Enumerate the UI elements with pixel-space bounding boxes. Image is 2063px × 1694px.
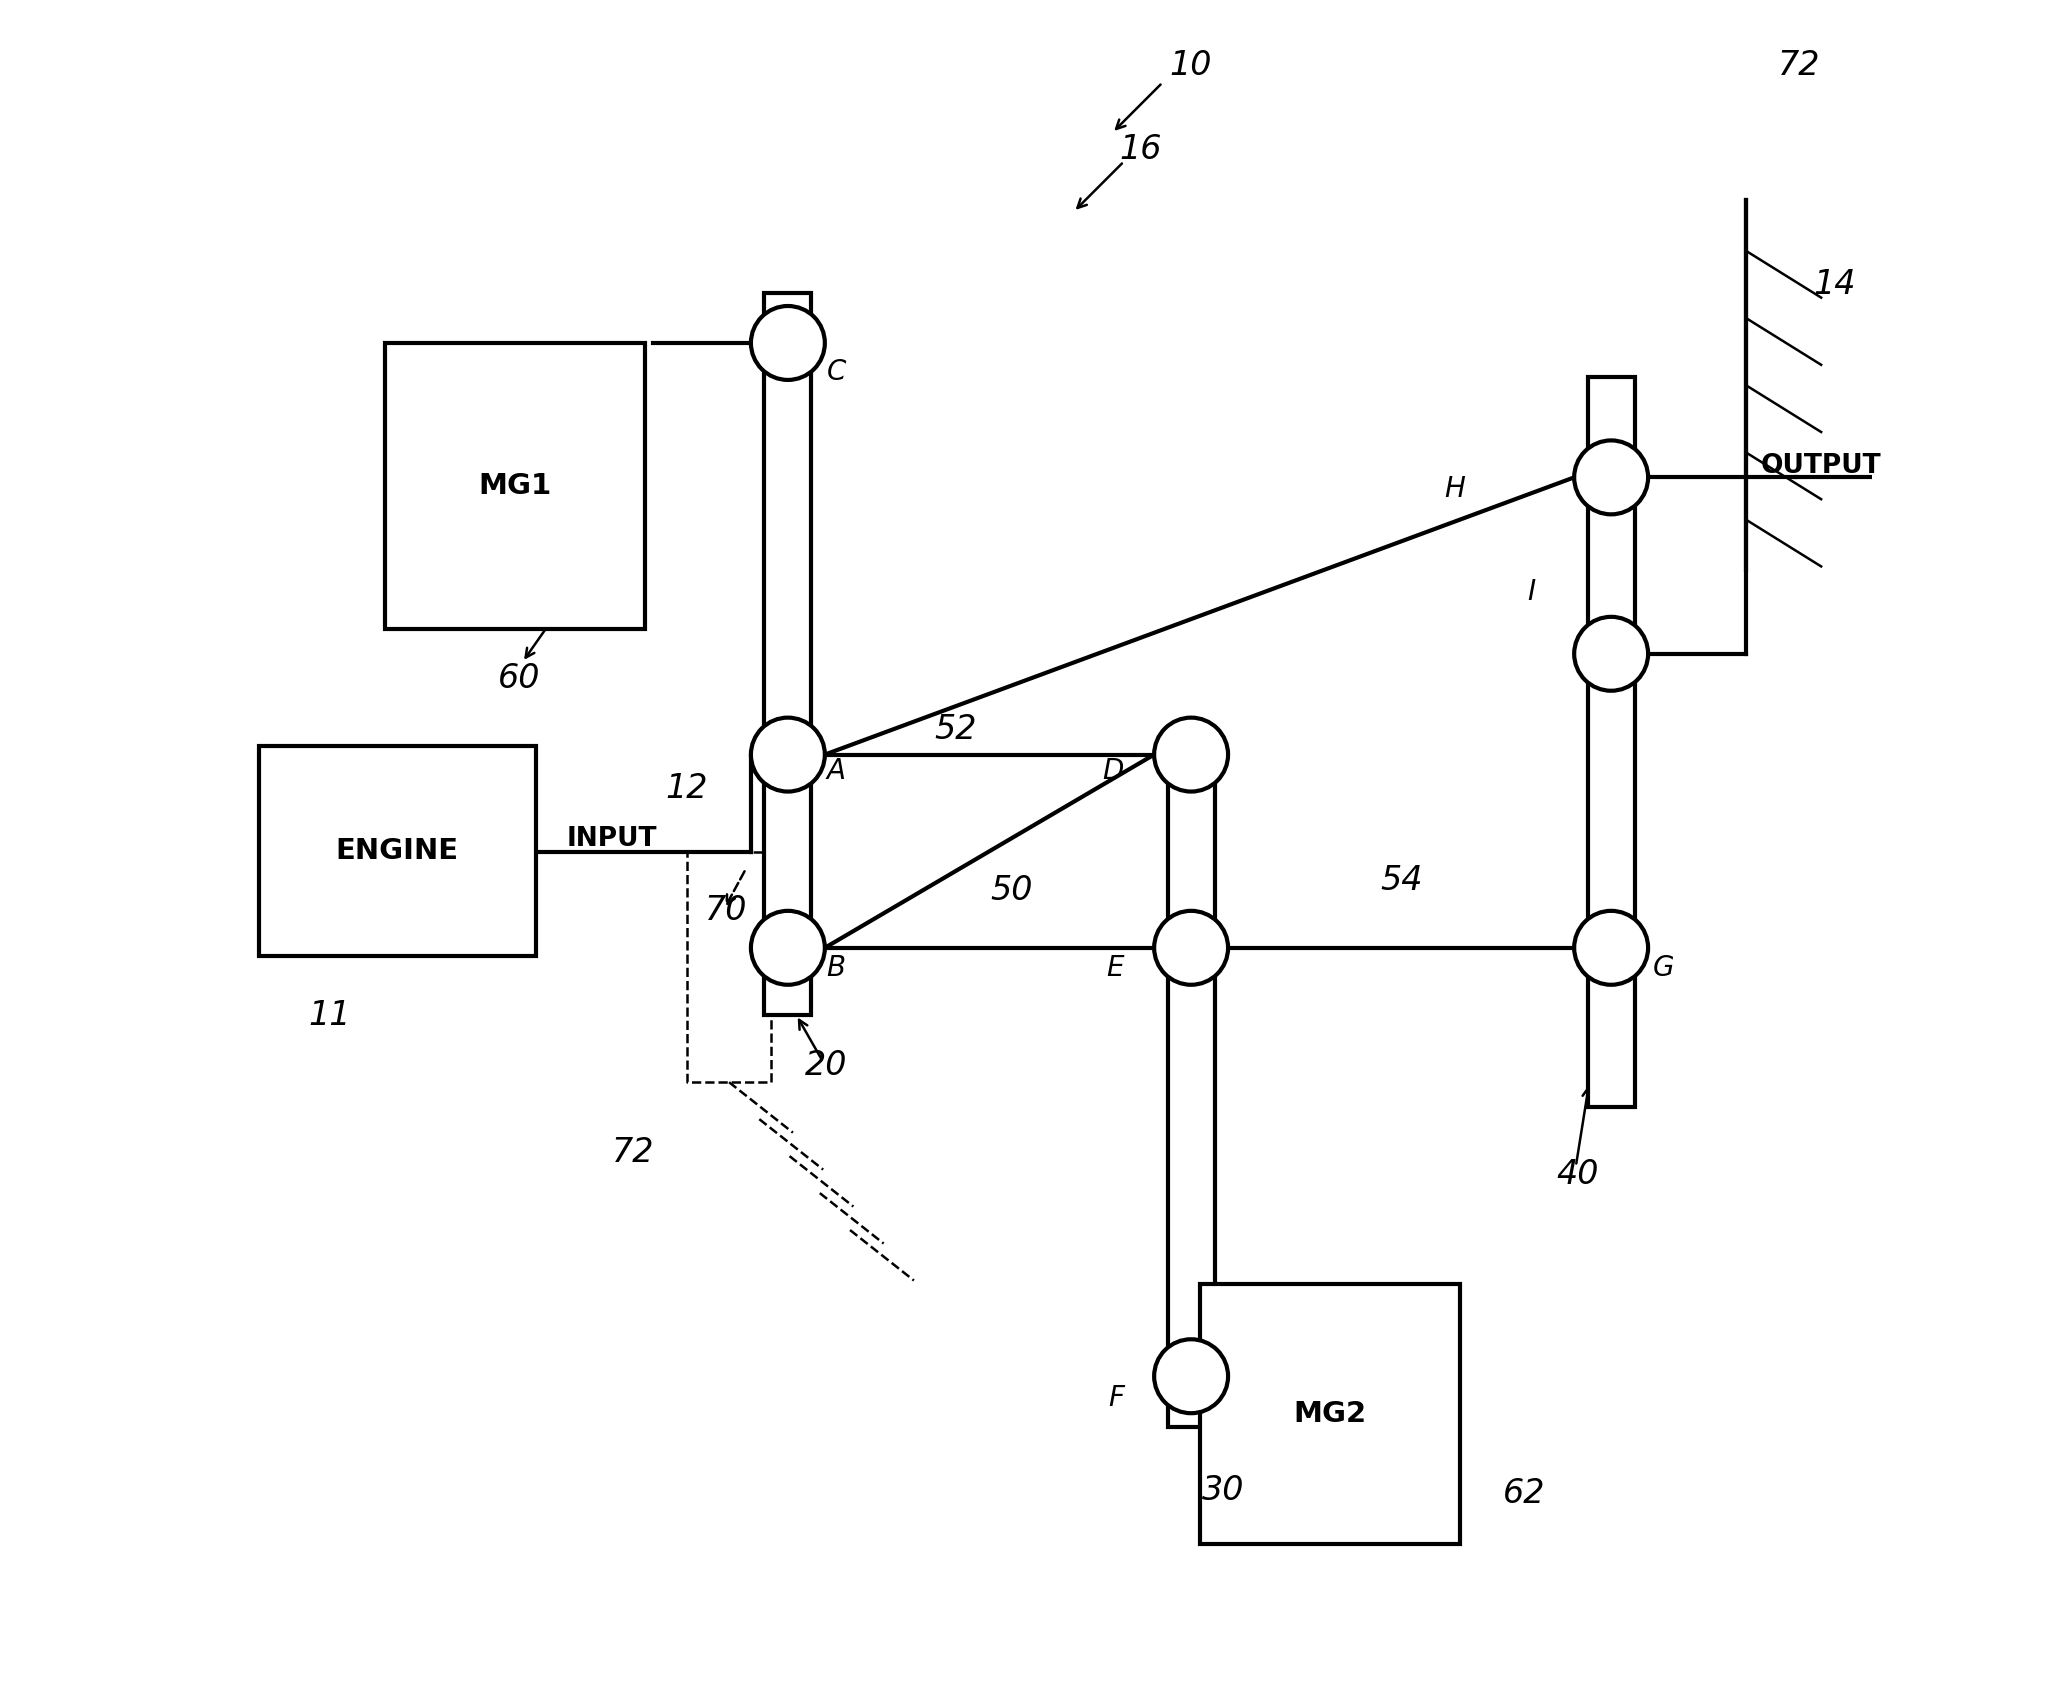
Text: OUTPUT: OUTPUT xyxy=(1762,452,1881,479)
Circle shape xyxy=(751,718,825,791)
Bar xyxy=(1168,754,1215,1426)
Circle shape xyxy=(1153,911,1227,984)
Circle shape xyxy=(751,911,825,984)
Circle shape xyxy=(1153,1340,1227,1413)
Text: 50: 50 xyxy=(990,874,1034,908)
Text: 72: 72 xyxy=(1778,49,1820,83)
Text: C: C xyxy=(827,357,846,386)
Text: 70: 70 xyxy=(703,894,747,927)
Circle shape xyxy=(1574,617,1648,691)
Text: 40: 40 xyxy=(1556,1159,1599,1191)
Text: 12: 12 xyxy=(666,772,708,805)
Text: MG2: MG2 xyxy=(1294,1399,1366,1428)
Text: 60: 60 xyxy=(497,662,541,696)
Text: E: E xyxy=(1106,954,1124,983)
Text: 54: 54 xyxy=(1380,864,1421,898)
Circle shape xyxy=(751,307,825,379)
Text: I: I xyxy=(1527,578,1535,606)
Circle shape xyxy=(1153,718,1227,791)
Text: A: A xyxy=(827,757,846,786)
Text: 11: 11 xyxy=(307,998,351,1032)
Text: G: G xyxy=(1652,954,1675,983)
Text: 52: 52 xyxy=(935,713,978,745)
Text: 20: 20 xyxy=(805,1049,848,1082)
Circle shape xyxy=(1574,440,1648,515)
Bar xyxy=(765,293,811,1015)
Bar xyxy=(258,745,536,955)
Bar xyxy=(1589,376,1634,1108)
Text: MG1: MG1 xyxy=(479,471,551,500)
Text: B: B xyxy=(827,954,846,983)
Text: 10: 10 xyxy=(1170,49,1213,83)
Text: 14: 14 xyxy=(1813,268,1857,300)
Text: ENGINE: ENGINE xyxy=(336,837,458,866)
Text: H: H xyxy=(1444,474,1465,503)
Text: 30: 30 xyxy=(1203,1474,1244,1508)
Bar xyxy=(384,342,646,628)
Text: 62: 62 xyxy=(1502,1477,1545,1511)
Text: 72: 72 xyxy=(613,1137,654,1169)
Text: F: F xyxy=(1108,1384,1124,1413)
Bar xyxy=(1199,1284,1461,1545)
Text: 16: 16 xyxy=(1120,134,1161,166)
Text: INPUT: INPUT xyxy=(565,825,656,852)
Text: D: D xyxy=(1102,757,1124,786)
Circle shape xyxy=(1574,911,1648,984)
